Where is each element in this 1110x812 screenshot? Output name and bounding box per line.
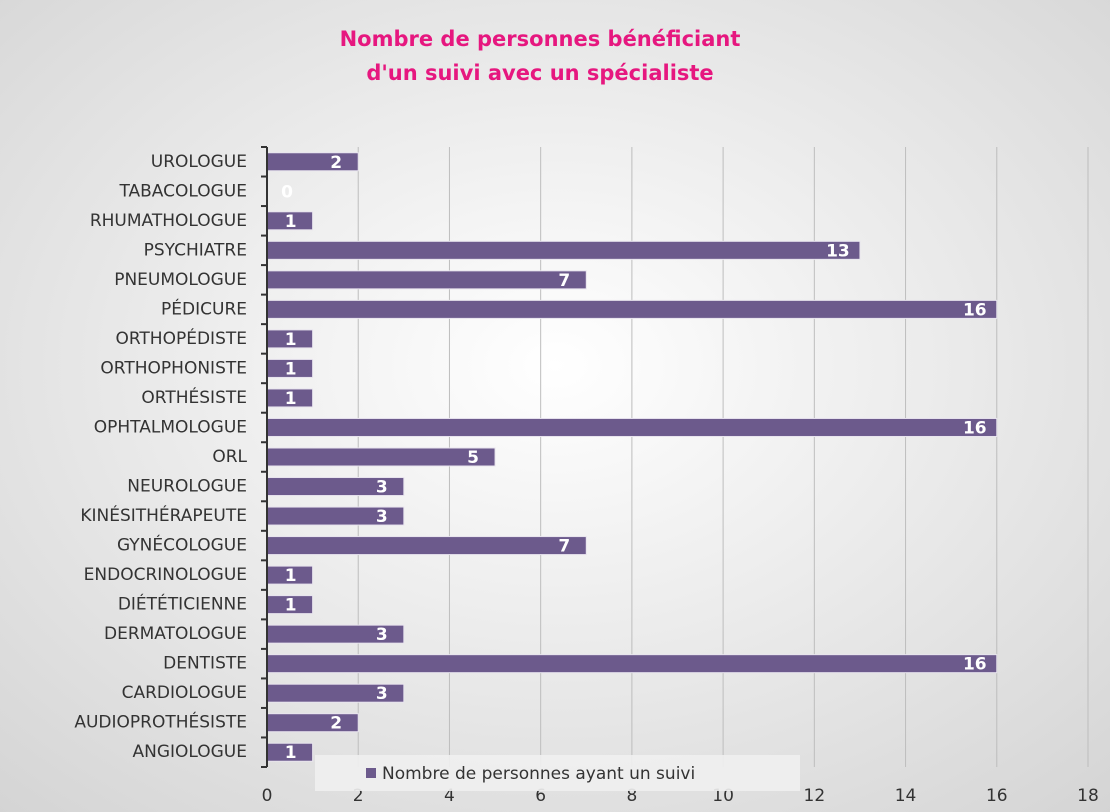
chart-title: d'un suivi avec un spécialiste [366,61,713,85]
data-label: 16 [963,300,987,320]
data-label: 1 [285,743,297,763]
y-tick-label: ORTHOPHONISTE [100,358,247,378]
y-tick-label: DERMATOLOGUE [104,624,247,644]
x-tick-label: 8 [626,786,637,806]
bar [266,713,359,733]
y-tick-label: NEUROLOGUE [127,477,247,497]
y-tick-label: DENTISTE [163,654,247,674]
y-tick-label: ORTHÉSISTE [141,386,247,408]
y-tick-label: PNEUMOLOGUE [114,270,247,290]
bar [266,240,861,260]
data-label: 0 [281,182,293,202]
chart-title: Nombre de personnes bénéficiant [340,27,741,51]
y-tick-label: OPHTALMOLOGUE [94,417,247,437]
data-label: 3 [376,507,388,527]
x-tick-label: 2 [353,786,364,806]
data-label: 2 [330,714,342,734]
data-label: 7 [558,271,570,291]
y-tick-label: ANGIOLOGUE [132,742,247,762]
data-label: 13 [826,241,850,261]
data-label: 7 [558,537,570,557]
data-label: 3 [376,625,388,645]
data-label: 5 [467,448,479,468]
y-tick-label: ORL [212,447,247,467]
y-tick-label: PSYCHIATRE [144,240,247,260]
y-tick-label: UROLOGUE [151,152,247,172]
y-tick-label: AUDIOPROTHÉSISTE [74,711,247,733]
bar [266,152,359,172]
y-tick-label: TABACOLOGUE [118,181,247,201]
data-label: 1 [285,389,297,409]
data-label: 3 [376,684,388,704]
y-tick-label: ENDOCRINOLOGUE [84,565,247,585]
bar [266,447,496,467]
data-label: 1 [285,330,297,350]
legend-swatch [366,768,376,778]
data-label: 1 [285,566,297,586]
x-tick-label: 18 [1077,786,1099,806]
data-label: 16 [963,655,987,675]
y-tick-label: CARDIOLOGUE [122,683,247,703]
bar [266,417,998,437]
data-label: 3 [376,478,388,498]
legend-box [315,755,800,791]
data-label: 2 [330,153,342,173]
legend-label: Nombre de personnes ayant un suivi [382,764,695,784]
bar [266,270,587,290]
data-label: 1 [285,359,297,379]
y-tick-label: DIÉTÉTICIENNE [118,593,247,615]
bar [266,536,587,556]
y-tick-label: RHUMATHOLOGUE [90,211,247,231]
x-tick-label: 0 [262,786,273,806]
bar [266,654,998,674]
x-tick-label: 12 [804,786,826,806]
y-tick-label: PÉDICURE [161,297,247,319]
data-label: 16 [963,418,987,438]
x-tick-label: 6 [535,786,546,806]
y-tick-label: GYNÉCOLOGUE [117,534,247,556]
x-tick-label: 14 [895,786,917,806]
bar [266,299,998,319]
data-label: 1 [285,596,297,616]
x-tick-label: 4 [444,786,455,806]
x-tick-label: 16 [986,786,1008,806]
y-tick-label: KINÉSITHÉRAPEUTE [80,504,247,526]
y-tick-label: ORTHOPÉDISTE [115,327,247,349]
data-label: 1 [285,212,297,232]
